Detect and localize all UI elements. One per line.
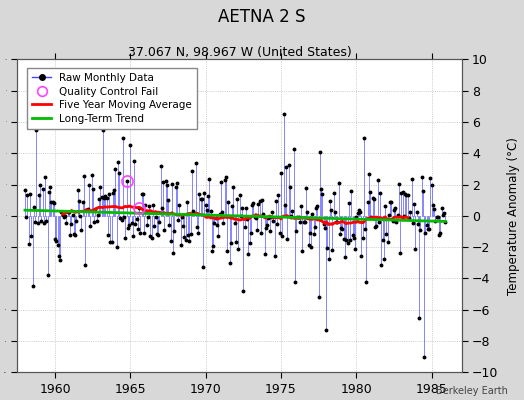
Text: AETNA 2 S: AETNA 2 S: [219, 8, 305, 26]
Text: Berkeley Earth: Berkeley Earth: [436, 386, 508, 396]
Title: 37.067 N, 98.967 W (United States): 37.067 N, 98.967 W (United States): [128, 46, 352, 59]
Legend: Raw Monthly Data, Quality Control Fail, Five Year Moving Average, Long-Term Tren: Raw Monthly Data, Quality Control Fail, …: [27, 68, 198, 129]
Y-axis label: Temperature Anomaly (°C): Temperature Anomaly (°C): [507, 137, 520, 295]
